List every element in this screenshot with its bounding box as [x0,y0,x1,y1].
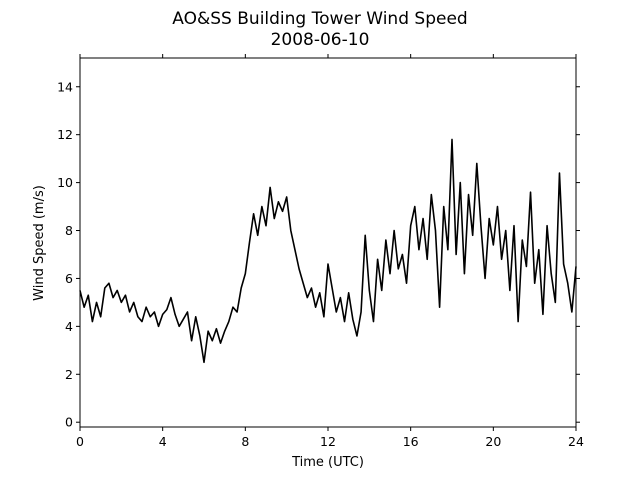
x-axis-label: Time (UTC) [291,455,364,470]
y-tick-label: 0 [65,415,73,430]
y-tick-label: 4 [65,319,73,334]
x-tick-label: 16 [403,434,419,449]
line [79,138,577,364]
y-tick-label: 12 [57,127,73,142]
y-tick-label: 10 [57,175,73,190]
y-axis-label: Wind Speed (m/s) [32,185,47,301]
x-tick-label: 24 [568,434,584,449]
y-tick-label: 14 [57,79,73,94]
y-tick-label: 2 [65,367,73,382]
x-tick-label: 12 [320,434,336,449]
x-tick-label: 20 [485,434,501,449]
chart-title: AO&SS Building Tower Wind Speed [172,9,467,29]
x-tick-label: 4 [159,434,167,449]
y-tick-label: 8 [65,223,73,238]
x-tick-label: 8 [241,434,249,449]
x-tick-label: 0 [76,434,84,449]
y-tick-label: 6 [65,271,73,286]
plot-frame [79,57,577,428]
chart-subtitle: 2008-06-10 [271,30,370,50]
